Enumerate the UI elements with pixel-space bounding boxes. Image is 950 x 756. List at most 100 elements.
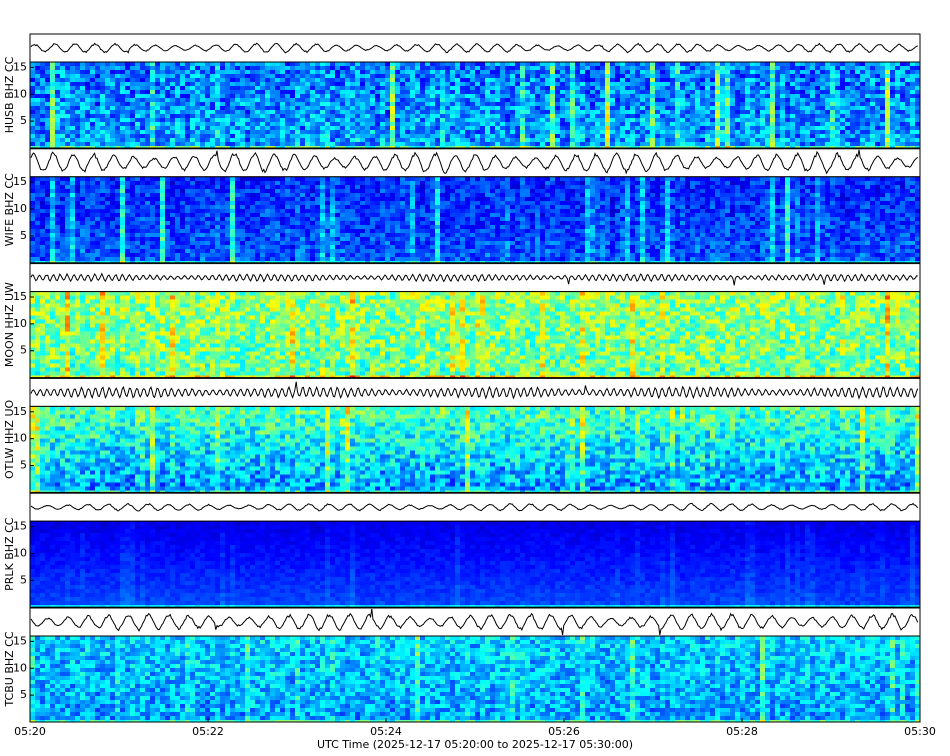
- spectrogram-cell: [115, 185, 120, 189]
- spectrogram-cell: [380, 70, 385, 74]
- spectrogram-cell: [225, 134, 230, 138]
- spectrogram-cell: [745, 106, 750, 110]
- spectrogram-cell: [785, 177, 790, 181]
- spectrogram-cell: [690, 106, 695, 110]
- spectrogram-cell: [605, 70, 610, 74]
- spectrogram-cell: [655, 122, 660, 126]
- spectrogram-cell: [455, 86, 460, 90]
- spectrogram-cell: [460, 118, 465, 122]
- spectrogram-cell: [850, 86, 855, 90]
- spectrogram-cell: [285, 126, 290, 130]
- spectrogram-cell: [285, 130, 290, 134]
- spectrogram-cell: [790, 118, 795, 122]
- spectrogram-cell: [645, 189, 650, 193]
- spectrogram-cell: [845, 102, 850, 106]
- spectrogram-cell: [720, 126, 725, 130]
- spectrogram-cell: [590, 118, 595, 122]
- spectrogram-cell: [100, 189, 105, 193]
- spectrogram-cell: [770, 134, 775, 138]
- spectrogram-cell: [270, 126, 275, 130]
- spectrogram-cell: [885, 118, 890, 122]
- spectrogram-cell: [45, 185, 50, 189]
- spectrogram-cell: [400, 74, 405, 78]
- spectrogram-cell: [800, 177, 805, 181]
- spectrogram-cell: [705, 106, 710, 110]
- spectrogram-cell: [760, 66, 765, 70]
- spectrogram-cell: [400, 193, 405, 197]
- spectrogram-cell: [365, 98, 370, 102]
- spectrogram-cell: [605, 94, 610, 98]
- spectrogram-cell: [175, 114, 180, 118]
- spectrogram-cell: [595, 74, 600, 78]
- spectrogram-cell: [135, 82, 140, 86]
- spectrogram-cell: [125, 142, 130, 146]
- spectrogram-cell: [335, 122, 340, 126]
- spectrogram-cell: [900, 102, 905, 106]
- spectrogram-cell: [305, 94, 310, 98]
- spectrogram-cell: [515, 177, 520, 181]
- spectrogram-cell: [790, 193, 795, 197]
- spectrogram-cell: [410, 102, 415, 106]
- spectrogram-cell: [215, 66, 220, 70]
- spectrogram-cell: [715, 66, 720, 70]
- spectrogram-cell: [565, 82, 570, 86]
- spectrogram-cell: [135, 62, 140, 66]
- spectrogram-cell: [155, 122, 160, 126]
- spectrogram-cell: [520, 106, 525, 110]
- spectrogram-cell: [800, 94, 805, 98]
- spectrogram-cell: [120, 122, 125, 126]
- spectrogram-cell: [115, 134, 120, 138]
- spectrogram-cell: [50, 181, 55, 185]
- spectrogram-cell: [305, 197, 310, 201]
- spectrogram-cell: [175, 74, 180, 78]
- spectrogram-cell: [355, 106, 360, 110]
- spectrogram-cell: [515, 189, 520, 193]
- spectrogram-cell: [370, 118, 375, 122]
- spectrogram-cell: [500, 181, 505, 185]
- spectrogram-cell: [465, 177, 470, 181]
- spectrogram-cell: [190, 177, 195, 181]
- spectrogram-cell: [315, 106, 320, 110]
- spectrogram-cell: [570, 177, 575, 181]
- spectrogram-cell: [895, 74, 900, 78]
- spectrogram-cell: [640, 118, 645, 122]
- spectrogram-cell: [160, 118, 165, 122]
- spectrogram-cell: [530, 118, 535, 122]
- spectrogram-cell: [830, 118, 835, 122]
- spectrogram-cell: [255, 74, 260, 78]
- spectrogram-cell: [620, 82, 625, 86]
- spectrogram-cell: [550, 62, 555, 66]
- spectrogram-cell: [825, 102, 830, 106]
- spectrogram-cell: [845, 110, 850, 114]
- spectrogram-cell: [575, 193, 580, 197]
- spectrogram-cell: [405, 74, 410, 78]
- spectrogram-cell: [35, 122, 40, 126]
- spectrogram-cell: [525, 177, 530, 181]
- spectrogram-cell: [655, 134, 660, 138]
- spectrogram-cell: [765, 106, 770, 110]
- spectrogram-cell: [665, 86, 670, 90]
- spectrogram-cell: [805, 70, 810, 74]
- spectrogram-cell: [840, 189, 845, 193]
- spectrogram-cell: [755, 126, 760, 130]
- spectrogram-cell: [830, 138, 835, 142]
- spectrogram-cell: [435, 86, 440, 90]
- spectrogram-cell: [335, 189, 340, 193]
- spectrogram-cell: [610, 78, 615, 82]
- spectrogram-cell: [460, 185, 465, 189]
- spectrogram-cell: [215, 193, 220, 197]
- spectrogram-cell: [670, 62, 675, 66]
- spectrogram-cell: [765, 114, 770, 118]
- spectrogram-cell: [380, 130, 385, 134]
- spectrogram-cell: [660, 98, 665, 102]
- spectrogram-cell: [130, 130, 135, 134]
- spectrogram-cell: [545, 142, 550, 146]
- spectrogram-cell: [685, 130, 690, 134]
- spectrogram-cell: [550, 114, 555, 118]
- spectrogram-cell: [870, 138, 875, 142]
- spectrogram-cell: [50, 193, 55, 197]
- spectrogram-cell: [125, 70, 130, 74]
- spectrogram-cell: [280, 185, 285, 189]
- spectrogram-cell: [760, 181, 765, 185]
- spectrogram-cell: [445, 78, 450, 82]
